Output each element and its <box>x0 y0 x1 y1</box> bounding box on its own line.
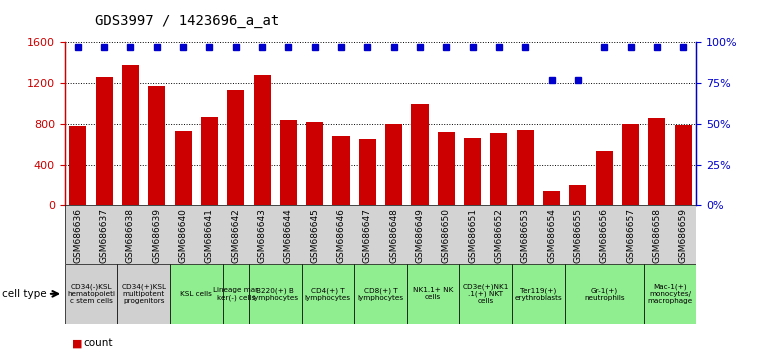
Bar <box>512 264 565 324</box>
Text: GSM686643: GSM686643 <box>257 208 266 263</box>
Bar <box>174 131 192 205</box>
Bar <box>65 264 117 324</box>
Text: GDS3997 / 1423696_a_at: GDS3997 / 1423696_a_at <box>95 14 279 28</box>
Text: Lineage mar
ker(-) cells: Lineage mar ker(-) cells <box>213 287 258 301</box>
Text: CD34(+)KSL
multipotent
progenitors: CD34(+)KSL multipotent progenitors <box>121 284 166 304</box>
Bar <box>223 264 249 324</box>
Text: KSL cells: KSL cells <box>180 291 212 297</box>
Text: GSM686640: GSM686640 <box>179 208 188 263</box>
Text: GSM686647: GSM686647 <box>363 208 372 263</box>
Bar <box>358 139 376 205</box>
Text: Gr-1(+)
neutrophils: Gr-1(+) neutrophils <box>584 287 625 301</box>
Text: count: count <box>84 338 113 348</box>
Text: NK1.1+ NK
cells: NK1.1+ NK cells <box>413 287 454 300</box>
Bar <box>148 86 165 205</box>
Bar <box>460 264 512 324</box>
Bar <box>280 120 297 205</box>
Text: GSM686641: GSM686641 <box>205 208 214 263</box>
Text: GSM686659: GSM686659 <box>679 208 688 263</box>
Text: GSM686655: GSM686655 <box>573 208 582 263</box>
Text: Ter119(+)
erythroblasts: Ter119(+) erythroblasts <box>514 287 562 301</box>
Text: CD34(-)KSL
hematopoieti
c stem cells: CD34(-)KSL hematopoieti c stem cells <box>67 284 115 304</box>
Bar <box>490 133 508 205</box>
Bar <box>517 130 533 205</box>
Text: CD4(+) T
lymphocytes: CD4(+) T lymphocytes <box>305 287 351 301</box>
Text: GSM686644: GSM686644 <box>284 208 293 263</box>
Bar <box>253 75 271 205</box>
Text: GSM686648: GSM686648 <box>389 208 398 263</box>
Text: cell type: cell type <box>2 289 46 299</box>
Text: GSM686645: GSM686645 <box>310 208 319 263</box>
Bar <box>69 126 87 205</box>
Bar <box>170 264 223 324</box>
Bar <box>596 152 613 205</box>
Bar <box>565 264 644 324</box>
Bar <box>122 65 139 205</box>
Text: GSM686653: GSM686653 <box>521 208 530 263</box>
Text: GSM686652: GSM686652 <box>495 208 504 263</box>
Text: ■: ■ <box>72 338 83 348</box>
Bar <box>333 136 349 205</box>
Text: B220(+) B
lymphocytes: B220(+) B lymphocytes <box>252 287 298 301</box>
Text: Mac-1(+)
monocytes/
macrophage: Mac-1(+) monocytes/ macrophage <box>648 284 693 304</box>
Bar <box>96 77 113 205</box>
Bar <box>543 190 560 205</box>
Bar <box>117 264 170 324</box>
Text: CD8(+) T
lymphocytes: CD8(+) T lymphocytes <box>358 287 403 301</box>
Bar <box>412 104 428 205</box>
Bar <box>354 264 407 324</box>
Text: CD3e(+)NK1
.1(+) NKT
cells: CD3e(+)NK1 .1(+) NKT cells <box>463 283 509 304</box>
Bar <box>407 264 460 324</box>
Text: GSM686650: GSM686650 <box>442 208 451 263</box>
Bar <box>385 124 403 205</box>
Bar <box>464 138 481 205</box>
Text: GSM686636: GSM686636 <box>73 208 82 263</box>
Bar <box>228 90 244 205</box>
Text: GSM686656: GSM686656 <box>600 208 609 263</box>
Bar <box>569 185 587 205</box>
Text: GSM686638: GSM686638 <box>126 208 135 263</box>
Bar <box>301 264 354 324</box>
Text: GSM686658: GSM686658 <box>652 208 661 263</box>
Text: GSM686639: GSM686639 <box>152 208 161 263</box>
Bar <box>644 264 696 324</box>
Bar <box>438 132 455 205</box>
Text: GSM686649: GSM686649 <box>416 208 425 263</box>
Bar <box>674 125 692 205</box>
Text: GSM686651: GSM686651 <box>468 208 477 263</box>
Bar <box>306 122 323 205</box>
Bar <box>201 117 218 205</box>
Text: GSM686654: GSM686654 <box>547 208 556 263</box>
Text: GSM686642: GSM686642 <box>231 208 240 263</box>
Text: GSM686657: GSM686657 <box>626 208 635 263</box>
Bar <box>249 264 301 324</box>
Text: GSM686646: GSM686646 <box>336 208 345 263</box>
Bar <box>622 124 639 205</box>
Text: GSM686637: GSM686637 <box>100 208 109 263</box>
Bar <box>648 118 665 205</box>
